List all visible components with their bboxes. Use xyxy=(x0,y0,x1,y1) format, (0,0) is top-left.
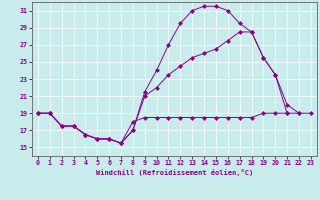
X-axis label: Windchill (Refroidissement éolien,°C): Windchill (Refroidissement éolien,°C) xyxy=(96,169,253,176)
